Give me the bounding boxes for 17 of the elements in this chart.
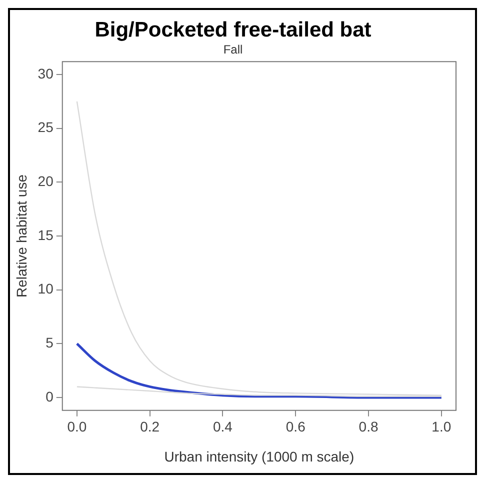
y-tick-label: 20 — [38, 173, 54, 190]
y-tick-label: 25 — [38, 119, 54, 136]
x-tick-label: 1.0 — [432, 418, 452, 435]
y-tick-label: 10 — [38, 280, 54, 297]
chart-subtitle: Fall — [223, 42, 243, 57]
x-tick-label: 0.6 — [286, 418, 306, 435]
x-tick-label: 0.4 — [213, 418, 233, 435]
x-tick-label: 0.0 — [67, 418, 87, 435]
y-tick-label: 30 — [38, 65, 54, 82]
x-axis-title: Urban intensity (1000 m scale) — [164, 448, 354, 464]
chart-title: Big/Pocketed free-tailed bat — [94, 18, 372, 42]
y-tick-label: 0 — [46, 388, 54, 404]
y-tick-label: 15 — [38, 226, 54, 243]
x-tick-label: 0.8 — [358, 418, 378, 435]
y-tick-label: 5 — [46, 334, 54, 351]
y-axis-title: Relative habitat use — [13, 174, 30, 298]
x-tick-label: 0.2 — [140, 418, 160, 435]
